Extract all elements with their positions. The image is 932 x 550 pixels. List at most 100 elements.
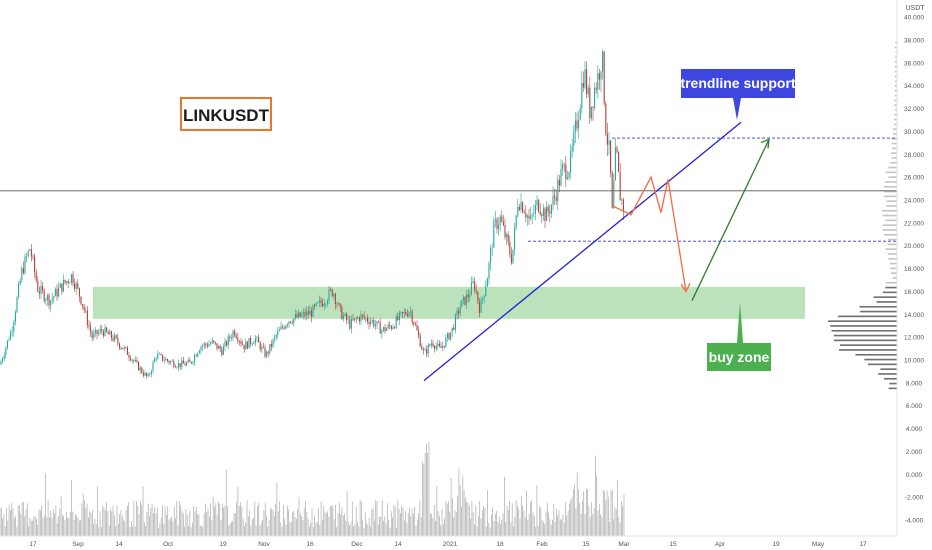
candle-body [62, 279, 64, 292]
candle-body [410, 311, 412, 313]
candle-body [422, 349, 424, 351]
candle-body [274, 336, 276, 340]
candle-body [597, 73, 599, 90]
volume-profile-bar [888, 257, 897, 260]
candle-body [502, 221, 504, 226]
time-tick-label: 17 [29, 541, 37, 548]
volume-profile-bar [867, 363, 897, 366]
candle-body [146, 372, 148, 377]
candle-body [104, 327, 106, 336]
candle-body [389, 324, 391, 327]
candle-body [150, 371, 152, 375]
time-tick-label: Sep [72, 541, 84, 548]
candle-body [77, 283, 79, 288]
volume-profile-bar [882, 214, 897, 217]
volume-profile-bar [894, 65, 897, 68]
candle-body [253, 343, 255, 344]
time-tick-label: 17 [859, 541, 867, 548]
volume-profile-bar [886, 205, 897, 207]
candle-body [552, 195, 554, 205]
candle-body [10, 331, 12, 340]
volume-profile-bar [891, 142, 897, 145]
trendline-support[interactable] [423, 121, 742, 382]
candle-body [602, 51, 604, 72]
candle-body [603, 51, 605, 104]
volume-profile-bar [873, 296, 897, 298]
candle-body [277, 331, 279, 336]
candle-body [50, 300, 52, 306]
candle-body [70, 274, 72, 283]
candle-body [598, 73, 600, 80]
candle-body [91, 332, 93, 338]
candle-body [587, 87, 589, 95]
candle-body [365, 318, 367, 319]
candle-body [541, 214, 543, 217]
candle-body [619, 172, 621, 201]
buy-zone-callout[interactable]: buy zone [707, 302, 771, 371]
candle-body [48, 295, 50, 306]
candle-body [21, 268, 23, 281]
symbol-title-box[interactable]: LINKUSDT [180, 97, 272, 131]
candle-body [250, 338, 252, 345]
candle-body [395, 316, 397, 329]
candle-body [466, 294, 468, 305]
candle-body [115, 335, 117, 338]
trendline-callout[interactable]: trendline support [680, 69, 796, 120]
volume-profile-bar [889, 262, 897, 265]
candle-body [261, 346, 263, 350]
buy-zone-rect [93, 286, 805, 319]
projection-path[interactable] [611, 175, 687, 292]
candle-body [272, 339, 274, 347]
candle-body [93, 333, 95, 338]
candle-body [387, 324, 389, 329]
candle-body [454, 314, 456, 330]
volume-profile-bar [881, 209, 897, 212]
time-tick-label: 19 [772, 541, 780, 548]
price-axis[interactable]: USDT 40.000 38.000 36.000 34.000 32.000 30.00… [896, 0, 932, 550]
candle-body [480, 300, 482, 313]
candle-body [134, 359, 136, 361]
volume-profile-bar [895, 56, 897, 58]
time-tick-label: 19 [219, 541, 227, 548]
candle-body [467, 294, 469, 298]
candle-body [174, 366, 176, 368]
candle-body [534, 205, 536, 214]
candle-body [6, 340, 8, 348]
time-axis[interactable]: 17 Sep 14 Oct 19 Nov 16 Dec 14 2021 18 Feb 15 Mar 15 Ap… [0, 535, 932, 550]
candle-body [258, 337, 260, 343]
volume-profile-bar [833, 334, 897, 337]
recovery-arrow[interactable] [691, 139, 770, 301]
candle-body [229, 336, 231, 339]
candle-body [157, 354, 159, 359]
candle-body [131, 359, 133, 361]
candle-body [133, 359, 135, 361]
candle-body [56, 288, 58, 297]
candle-body [114, 335, 116, 341]
price-tick-label: -2.000 [905, 495, 924, 502]
candle-body [270, 344, 272, 347]
candle-body [461, 299, 463, 307]
candle-body [98, 332, 100, 335]
volume-profile-bar [892, 147, 897, 150]
buy-zone-callout-bubble [707, 302, 771, 371]
volume-profile-bar [890, 267, 897, 270]
candle-body [34, 256, 36, 272]
candle-body [525, 213, 527, 218]
time-tick-label: Apr [715, 541, 726, 548]
time-tick-label: 2021 [443, 541, 458, 548]
volume-profile-bar [827, 320, 897, 322]
candle-body [230, 337, 232, 339]
volume-profile-bar [891, 137, 897, 140]
candle-body [560, 169, 562, 186]
candle-body [483, 295, 485, 299]
candle-body [427, 344, 429, 354]
candle-body [336, 303, 338, 305]
volume-profile [827, 41, 897, 390]
volume-profile-bar [891, 157, 897, 159]
candle-body [373, 320, 375, 327]
candle-body [400, 311, 402, 313]
candle-body [22, 268, 24, 273]
candle-body [130, 357, 132, 361]
candle-body [342, 315, 344, 320]
